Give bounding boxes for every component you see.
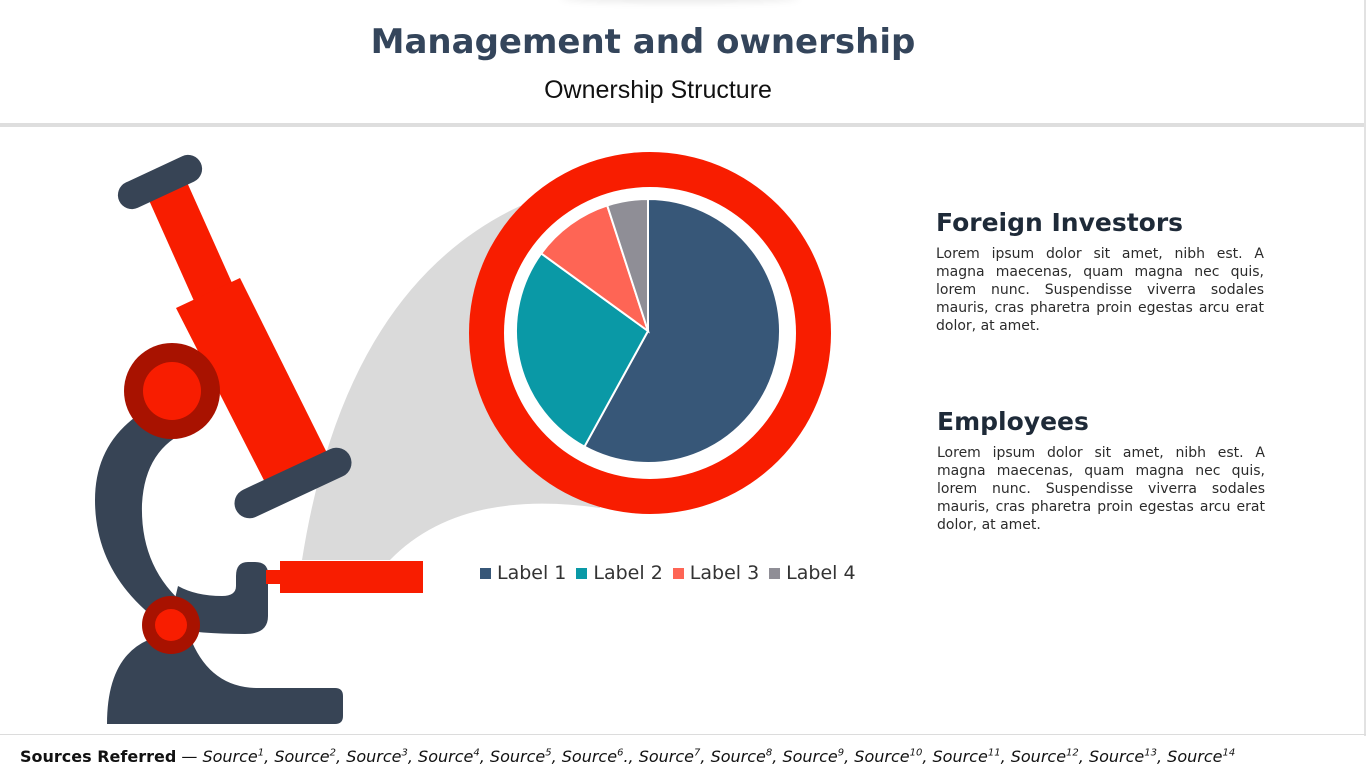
microscope-tube (117, 154, 352, 519)
source-number: 13 (1144, 747, 1157, 759)
source-number: 11 (987, 747, 1001, 759)
page-title: Management and ownership (370, 22, 916, 62)
legend-swatch (672, 567, 684, 579)
sources-dash: — (176, 747, 203, 766)
source-ref: Source3 (346, 747, 408, 766)
source-ref: Source10 (854, 747, 923, 766)
pie-chart (515, 197, 782, 464)
light-source-bar (280, 561, 423, 593)
sources-list: Source1, Source2, Source3, Source4, Sour… (202, 747, 1236, 766)
pie-slice-3 (539, 204, 650, 334)
header-divider (0, 123, 1366, 127)
microscope-base (107, 636, 343, 724)
source-number: 10 (909, 747, 923, 759)
legend-swatch (480, 567, 491, 579)
source-ref: Source9 (782, 747, 845, 766)
source-ref: Source2 (274, 747, 337, 766)
sources-footer: Sources Referred — Source1, Source2, Sou… (20, 747, 1235, 766)
source-ref: Source7 (638, 747, 701, 766)
source-number: 3 (401, 747, 408, 759)
pie-slice-2 (515, 252, 650, 449)
source-ref: Source13 (1088, 747, 1157, 766)
foreign-investors-heading: Foreign Investors (936, 208, 1184, 237)
employees-block: Employees Lorem ipsum dolor sit amet, ni… (937, 407, 1265, 534)
source-number: 1 (257, 747, 265, 759)
pie-slice-4 (605, 197, 649, 332)
page-subtitle: Ownership Structure (544, 76, 772, 104)
source-number: 8 (765, 747, 773, 759)
source-ref: Source6 (561, 747, 624, 766)
source-number: 9 (837, 747, 845, 759)
source-ref: Source1 (202, 747, 265, 766)
legend-item: Label 2 (576, 562, 663, 584)
source-number: 5 (545, 747, 552, 759)
legend-swatch (769, 567, 781, 579)
foreign-investors-block: Foreign Investors Lorem ipsum dolor sit … (936, 208, 1264, 335)
source-number: 12 (1066, 747, 1079, 759)
source-ref: Source11 (932, 747, 1001, 766)
employees-heading: Employees (937, 407, 1089, 436)
microscope-illustration (95, 152, 831, 724)
right-edge-line (1364, 0, 1366, 736)
legend-item: Label 1 (480, 562, 566, 584)
footer-divider (0, 734, 1366, 735)
source-number: 14 (1222, 747, 1236, 759)
source-number: 6 (617, 747, 624, 759)
foreign-investors-text: Lorem ipsum dolor sit amet, nibh est. A … (936, 246, 1264, 334)
source-ref: Source4 (418, 747, 480, 766)
source-ref: Source8 (710, 747, 773, 766)
legend-item: Label 3 (672, 562, 760, 584)
legend-label: Label 4 (786, 562, 856, 584)
light-source-connector (266, 570, 282, 584)
pie-slice-1 (583, 197, 782, 464)
legend-swatch (576, 567, 588, 579)
focus-knob-upper-inner (143, 362, 201, 420)
legend-label: Label 2 (593, 562, 663, 584)
legend-label: Label 3 (689, 562, 760, 584)
sources-lead: Sources Referred (20, 747, 177, 766)
microscope-arm (95, 398, 190, 628)
chart-legend: Label 1 Label 2 Label 3 Label 4 (480, 561, 866, 585)
source-ref: Source5 (489, 747, 552, 766)
source-ref: Source12 (1010, 747, 1079, 766)
source-number: 2 (329, 747, 337, 759)
source-number: 7 (694, 747, 701, 759)
source-number: 4 (473, 747, 480, 759)
employees-text: Lorem ipsum dolor sit amet, nibh est. A … (937, 445, 1265, 533)
source-ref: Source14 (1167, 747, 1236, 766)
focus-knob-lower-inner (155, 609, 187, 641)
legend-item: Label 4 (769, 562, 856, 584)
legend-label: Label 1 (497, 562, 567, 584)
